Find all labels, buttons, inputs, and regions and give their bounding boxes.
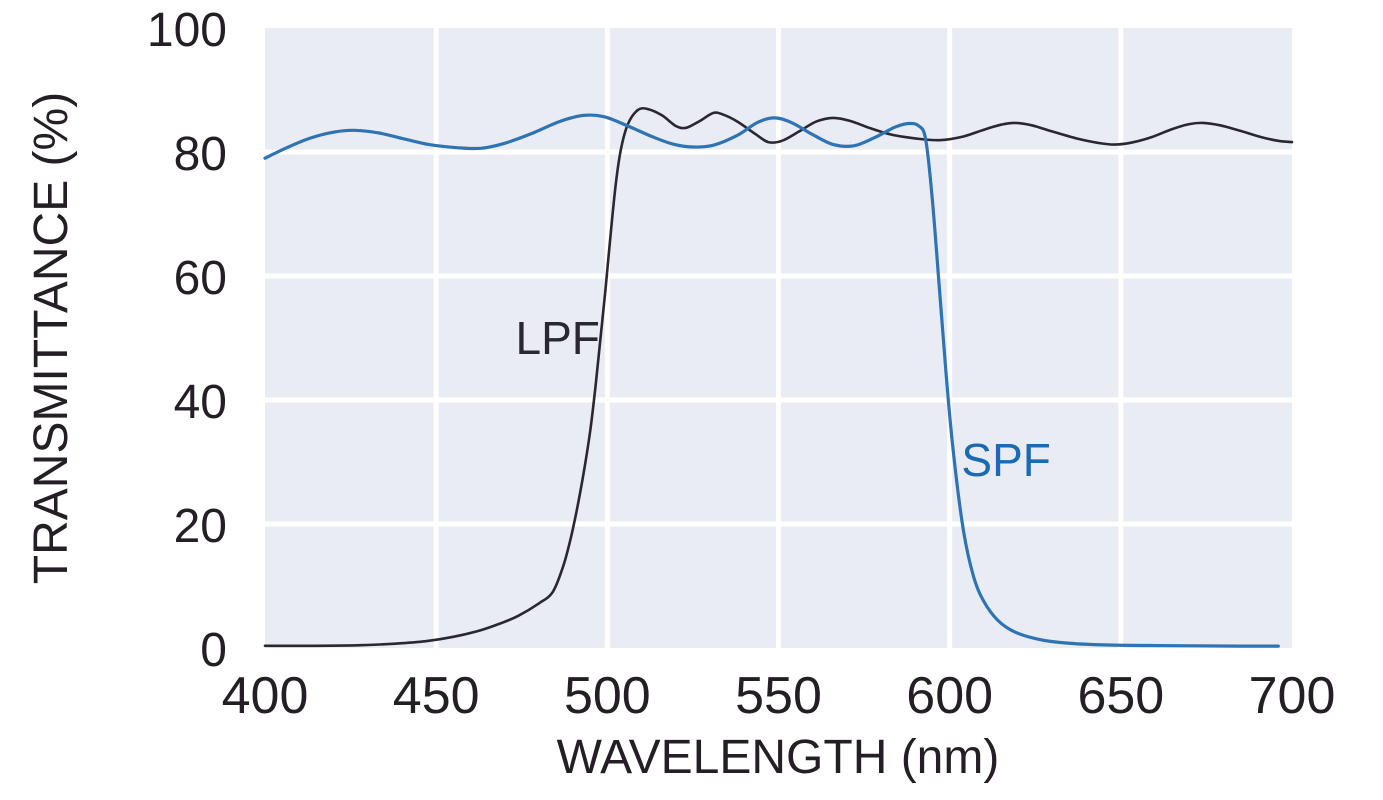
- x-tick-label-400: 400: [221, 667, 309, 725]
- chart-canvas: [263, 28, 1294, 648]
- x-tick-label-550: 550: [735, 667, 822, 725]
- lpf-series-label: LPF: [515, 312, 600, 364]
- x-tick-label-500: 500: [563, 667, 651, 725]
- y-tick-label-100: 100: [146, 4, 227, 57]
- x-axis-title: WAVELENGTH (nm): [556, 731, 1000, 784]
- lpf-curve: [263, 106, 1294, 648]
- x-tick-label-450: 450: [392, 667, 480, 725]
- x-tick-label-650: 650: [1077, 667, 1165, 725]
- y-tick-label-80: 80: [173, 128, 227, 181]
- x-tick-label-600: 600: [906, 667, 994, 725]
- y-tick-label-60: 60: [173, 252, 227, 305]
- y-tick-label-40: 40: [173, 376, 227, 429]
- x-tick-label-700: 700: [1248, 667, 1336, 725]
- spf-series-label: SPF: [961, 434, 1051, 487]
- plot-area: LPF SPF: [263, 28, 1294, 648]
- y-tick-label-0: 0: [200, 624, 227, 677]
- y-tick-label-20: 20: [173, 500, 227, 553]
- spf-curve: [263, 113, 1280, 648]
